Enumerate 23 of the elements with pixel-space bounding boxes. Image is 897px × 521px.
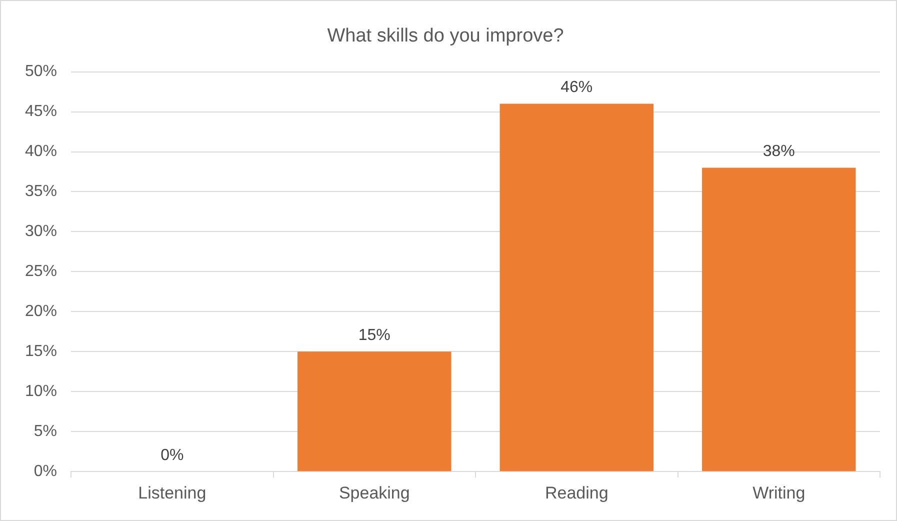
x-tick-label: Listening: [138, 483, 206, 502]
y-tick-label: 50%: [24, 63, 58, 80]
data-label: 38%: [762, 143, 795, 160]
data-label: 46%: [560, 79, 593, 96]
bar: [298, 352, 452, 472]
y-tick-label: 45%: [24, 103, 58, 120]
bar: [702, 168, 856, 472]
data-label: 0%: [160, 447, 184, 464]
y-tick-label: 30%: [24, 223, 58, 240]
y-tick-label: 10%: [24, 383, 58, 400]
y-tick-label: 25%: [24, 263, 58, 280]
bar: [500, 104, 654, 472]
y-tick-label: 5%: [34, 423, 58, 440]
data-label: 15%: [358, 327, 390, 344]
y-tick-label: 20%: [24, 303, 58, 320]
y-tick-label: 35%: [24, 183, 58, 200]
x-tick-label: Reading: [544, 483, 608, 502]
chart-title: What skills do you improve?: [327, 26, 564, 47]
y-tick-label: 15%: [24, 343, 58, 360]
y-tick-label: 0%: [34, 463, 58, 480]
y-tick-label: 40%: [24, 143, 58, 160]
x-tick-label: Speaking: [338, 483, 410, 502]
x-tick-label: Writing: [752, 483, 806, 502]
